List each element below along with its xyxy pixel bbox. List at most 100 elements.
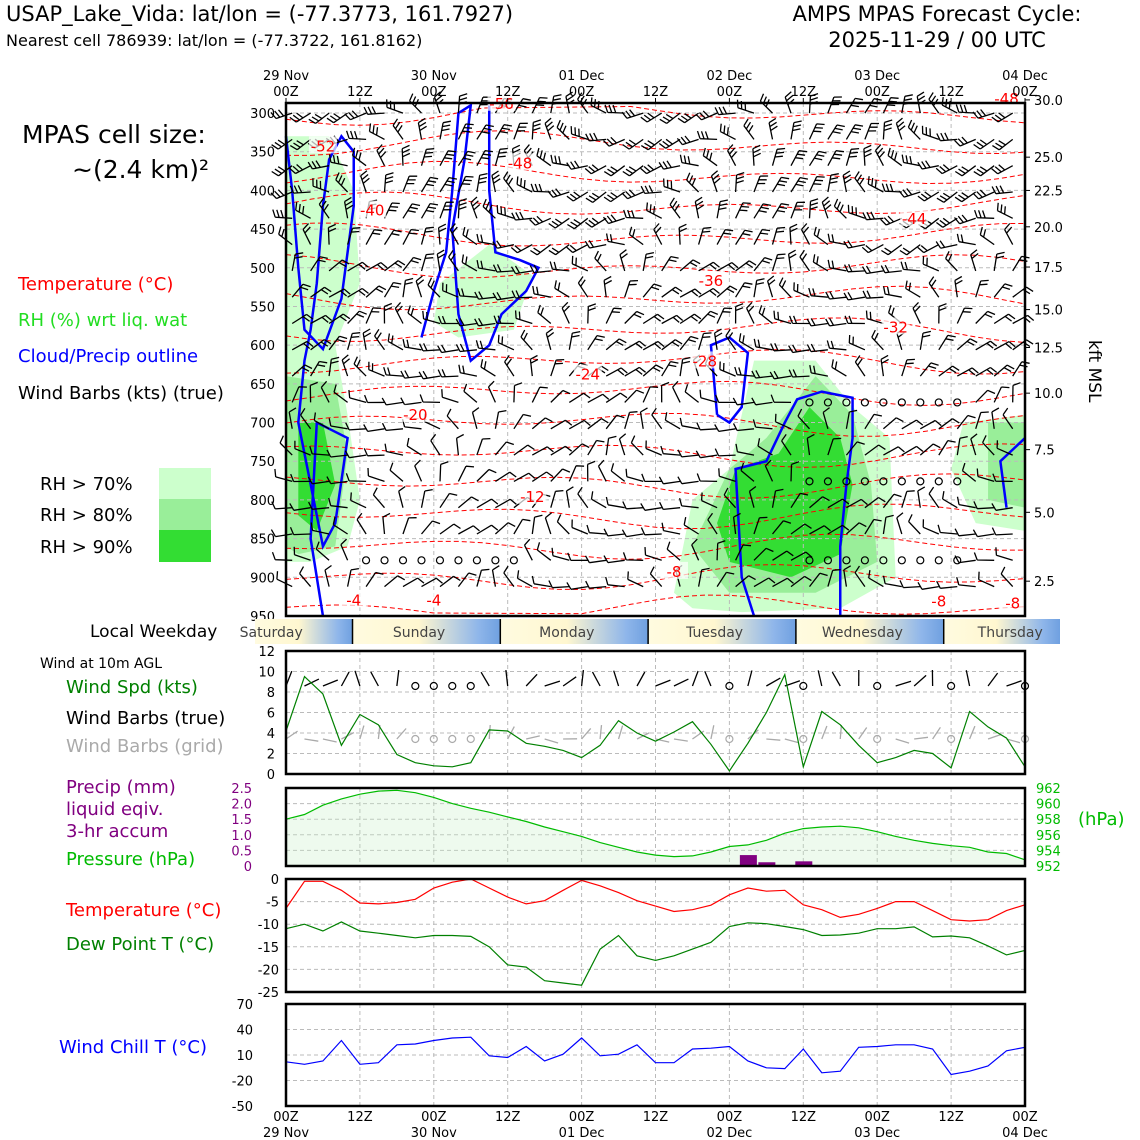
wind-barb bbox=[679, 356, 691, 377]
wind-barb bbox=[398, 485, 406, 508]
kft-tick-label: 10.0 bbox=[1034, 387, 1063, 402]
wind-barb bbox=[270, 529, 293, 538]
wind-barb bbox=[928, 92, 940, 114]
wind-barb bbox=[935, 240, 958, 249]
wind-barb bbox=[660, 445, 681, 456]
wind-barb bbox=[698, 261, 720, 272]
grid-wind-barb bbox=[895, 738, 910, 744]
isotherm-label: -36 bbox=[699, 272, 724, 290]
precip-tick-label: 0.5 bbox=[231, 844, 252, 859]
wind-barb bbox=[822, 407, 830, 429]
wind-barb bbox=[529, 215, 552, 226]
wind-barb bbox=[291, 340, 314, 351]
pressure-tick-label: 850 bbox=[250, 533, 275, 548]
wind-barb bbox=[476, 259, 496, 272]
wind-barb bbox=[753, 577, 776, 588]
top-hour-label: 12Z bbox=[938, 85, 964, 100]
wind-barb bbox=[365, 571, 384, 587]
pressure-line bbox=[285, 789, 1026, 861]
top-date-label: 29 Nov bbox=[263, 69, 309, 84]
wind-barb bbox=[864, 98, 882, 114]
isotherm-line bbox=[285, 594, 1026, 615]
calm-wind-marker bbox=[823, 398, 833, 407]
calm-wind-marker bbox=[725, 734, 734, 744]
isotherm-label-bg bbox=[308, 136, 337, 154]
wind-barb bbox=[954, 165, 977, 177]
calm-wind-marker bbox=[411, 681, 420, 691]
wind-barb bbox=[530, 244, 552, 256]
calm-wind-marker bbox=[398, 556, 408, 565]
wind-barb bbox=[312, 178, 330, 193]
legend-wind-barbs-true: Wind Barbs (true) bbox=[66, 708, 226, 729]
wind-barb bbox=[771, 226, 786, 245]
wind-barb bbox=[1012, 255, 1030, 272]
wind-barb bbox=[831, 671, 841, 687]
wind-barb bbox=[696, 473, 718, 483]
wind-barb bbox=[861, 244, 884, 254]
isotherm-line bbox=[285, 443, 1026, 468]
temperature-tick-label: 0 bbox=[271, 873, 279, 888]
wind-speed-tick-label: 2 bbox=[267, 748, 275, 763]
calm-wind-marker bbox=[860, 556, 869, 565]
legend-precip-3: 3-hr accum bbox=[66, 821, 169, 842]
wind-barb bbox=[881, 244, 903, 256]
wind-speed-tick-label: 12 bbox=[258, 645, 275, 660]
kft-tick-label: 2.5 bbox=[1034, 575, 1055, 590]
wind-barb bbox=[427, 277, 441, 298]
pressure-tick-label: 952 bbox=[1036, 860, 1061, 875]
wind-barb bbox=[973, 501, 995, 510]
wind-barb bbox=[905, 280, 921, 298]
wind-barb bbox=[437, 223, 447, 245]
wind-barb bbox=[659, 501, 681, 511]
wind-barb bbox=[808, 150, 827, 167]
wind-barb bbox=[790, 150, 808, 167]
wind-barb bbox=[409, 93, 422, 114]
calm-wind-marker bbox=[953, 556, 962, 565]
isotherm-label: -52 bbox=[311, 137, 336, 155]
wind-barb bbox=[345, 422, 367, 431]
wind-barb bbox=[419, 394, 441, 404]
wind-barb bbox=[871, 329, 884, 351]
wind-barb bbox=[420, 202, 439, 219]
wind-barb bbox=[597, 459, 607, 482]
wind-barb bbox=[603, 528, 625, 537]
wind-barb bbox=[913, 674, 927, 687]
wind-barb bbox=[790, 120, 802, 140]
windchill-tick-label: -20 bbox=[232, 1075, 253, 1090]
wind-barb bbox=[735, 260, 757, 272]
wind-barb bbox=[676, 135, 699, 146]
wind-barb bbox=[772, 550, 794, 561]
wind-barb bbox=[922, 519, 940, 535]
wind-barb bbox=[605, 435, 617, 456]
wind-barb bbox=[696, 130, 718, 141]
bottom-hour-label: 12Z bbox=[347, 1110, 373, 1125]
isotherm-label-bg bbox=[881, 317, 910, 335]
wind-barb bbox=[771, 203, 790, 219]
wind-barb bbox=[955, 104, 976, 114]
wind-barb bbox=[288, 407, 297, 429]
wind-barb bbox=[457, 465, 475, 482]
wind-barb bbox=[973, 552, 995, 561]
wind-barb bbox=[806, 318, 828, 327]
wind-barb bbox=[827, 173, 839, 193]
wind-barb bbox=[993, 386, 1010, 403]
calm-wind-marker bbox=[411, 734, 420, 744]
wind-barb bbox=[605, 367, 628, 377]
calm-wind-marker bbox=[454, 556, 463, 565]
isotherm-label-bg bbox=[419, 590, 448, 608]
top-hour-label: 00Z bbox=[1012, 85, 1038, 100]
calm-wind-marker bbox=[466, 681, 475, 691]
wind-barb bbox=[919, 330, 932, 350]
wind-barb bbox=[979, 226, 995, 246]
wind-barb bbox=[480, 359, 496, 377]
wind-barb bbox=[788, 315, 810, 325]
wind-barb bbox=[494, 147, 508, 166]
wind-barb bbox=[683, 516, 699, 535]
isotherm-label: -20 bbox=[403, 406, 428, 424]
wind-speed-frame bbox=[284, 649, 1027, 776]
wind-barb bbox=[333, 384, 348, 403]
wind-barb bbox=[673, 678, 689, 687]
isotherm-label-bg bbox=[659, 561, 688, 579]
wind-barb bbox=[384, 260, 406, 272]
pressure-tick-label: 956 bbox=[1036, 829, 1061, 844]
